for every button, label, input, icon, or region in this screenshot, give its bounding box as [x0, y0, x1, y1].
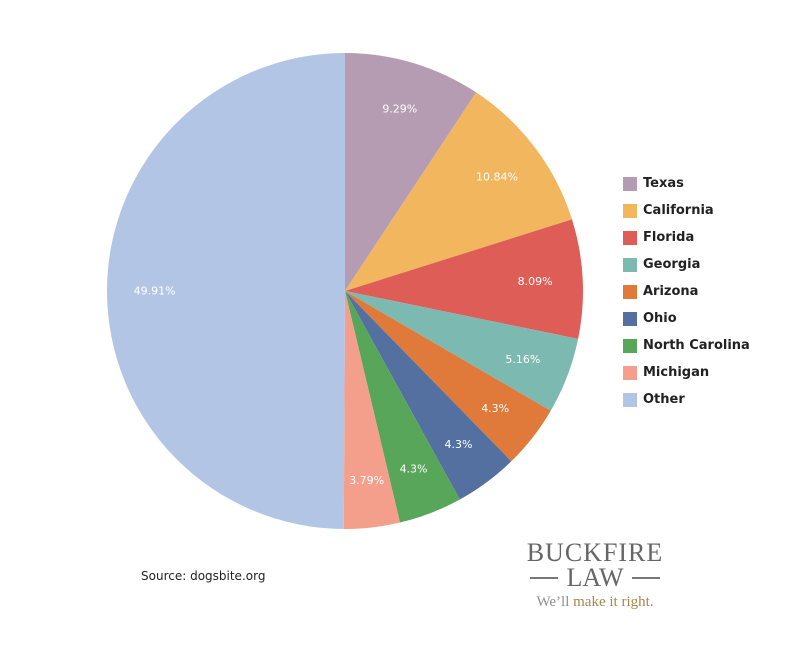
- pie-slice-arizona: [345, 291, 551, 462]
- brand-sub: LAW: [520, 563, 670, 592]
- brand-name: BUCKFIRE: [526, 538, 664, 567]
- legend-swatch: [623, 338, 637, 353]
- legend-item-texas: Texas: [623, 170, 750, 197]
- slice-label: 9.29%: [382, 103, 417, 116]
- legend: Texas California Florida Georgia Arizona…: [623, 170, 750, 413]
- divider: [631, 577, 660, 579]
- legend-item-michigan: Michigan: [623, 359, 750, 386]
- slice-label: 5.16%: [505, 353, 540, 366]
- pie-slice-other: [106, 53, 345, 529]
- legend-swatch: [623, 257, 637, 272]
- slice-label: 8.09%: [518, 275, 553, 288]
- legend-swatch: [623, 203, 637, 218]
- pie-slice-north-carolina: [345, 291, 460, 523]
- brand-tagline: We’ll make it right.: [520, 594, 670, 611]
- tagline-part: make it right.: [573, 594, 654, 610]
- legend-swatch: [623, 392, 637, 407]
- slice-label: 49.91%: [134, 285, 176, 298]
- legend-item-north-carolina: North Carolina: [623, 332, 750, 359]
- slice-label: 4.3%: [400, 463, 428, 476]
- legend-item-georgia: Georgia: [623, 251, 750, 278]
- legend-swatch: [623, 365, 637, 380]
- pie-slice-florida: [345, 219, 583, 339]
- brand-sub-text: LAW: [566, 563, 624, 592]
- legend-item-ohio: Ohio: [623, 305, 750, 332]
- legend-swatch: [623, 311, 637, 326]
- pie-slice-ohio: [345, 291, 512, 500]
- legend-item-other: Other: [623, 386, 750, 413]
- pie-slice-michigan: [343, 291, 400, 530]
- source-note: Source: dogsbite.org: [141, 569, 266, 583]
- slice-label: 4.3%: [481, 402, 509, 415]
- pie-slice-texas: [345, 53, 477, 291]
- slice-label: 10.84%: [476, 170, 518, 183]
- legend-item-arizona: Arizona: [623, 278, 750, 305]
- pie-slice-georgia: [345, 291, 579, 411]
- slice-label: 4.3%: [445, 438, 473, 451]
- divider: [530, 577, 559, 579]
- legend-item-california: California: [623, 197, 750, 224]
- tagline-part: We’ll: [536, 594, 574, 610]
- legend-item-florida: Florida: [623, 224, 750, 251]
- legend-swatch: [623, 284, 637, 299]
- legend-swatch: [623, 230, 637, 245]
- brand-logo: BUCKFIRE LAW We’ll make it right.: [520, 540, 670, 611]
- legend-swatch: [623, 176, 637, 191]
- pie-slice-california: [345, 92, 572, 291]
- slice-label: 3.79%: [349, 474, 384, 487]
